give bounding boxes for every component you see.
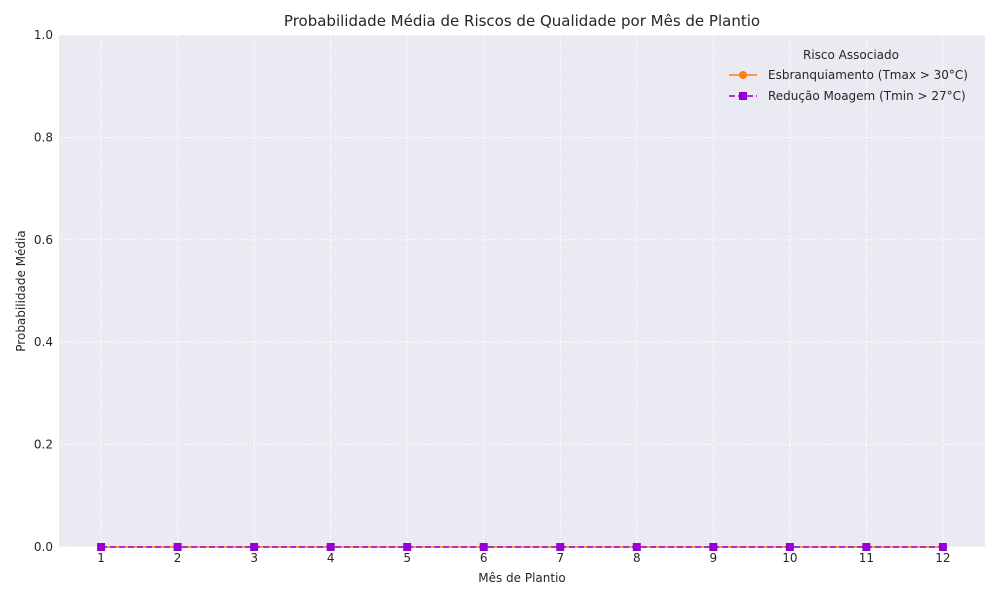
data-point xyxy=(403,543,412,551)
y-axis-label: Probabilidade Média xyxy=(14,230,28,351)
y-tick-label: 0.4 xyxy=(34,335,53,349)
y-tick-label: 0.6 xyxy=(34,233,53,247)
y-tick-label: 1.0 xyxy=(34,28,53,42)
legend-title: Risco Associado xyxy=(803,48,899,62)
data-point xyxy=(97,543,106,551)
data-point xyxy=(250,543,259,551)
legend-marker xyxy=(739,92,747,100)
x-tick-label: 7 xyxy=(556,551,564,565)
legend-label: Redução Moagem (Tmin > 27°C) xyxy=(768,89,966,103)
plot-area xyxy=(59,35,985,547)
x-tick-label: 9 xyxy=(710,551,718,565)
y-tick-label: 0.0 xyxy=(34,540,53,554)
data-point xyxy=(326,543,335,551)
data-point xyxy=(479,543,488,551)
x-axis-ticks: 1 2 3 4 5 6 7 8 9 10 11 12 xyxy=(97,551,950,565)
legend-entry: Redução Moagem (Tmin > 27°C) xyxy=(729,89,966,103)
x-tick-label: 1 xyxy=(97,551,105,565)
y-tick-label: 0.2 xyxy=(34,438,53,452)
x-tick-label: 10 xyxy=(782,551,797,565)
data-point xyxy=(862,543,871,551)
y-axis-ticks: 0.0 0.2 0.4 0.6 0.8 1.0 xyxy=(34,28,53,554)
x-tick-label: 6 xyxy=(480,551,488,565)
x-tick-label: 5 xyxy=(403,551,411,565)
x-tick-label: 4 xyxy=(327,551,335,565)
chart-title: Probabilidade Média de Riscos de Qualida… xyxy=(284,12,760,30)
data-point xyxy=(173,543,182,551)
legend-marker xyxy=(739,71,747,79)
series-layer xyxy=(97,543,947,551)
legend-label: Esbranquiamento (Tmax > 30°C) xyxy=(768,68,968,82)
x-tick-label: 2 xyxy=(174,551,182,565)
y-tick-label: 0.8 xyxy=(34,130,53,144)
data-point xyxy=(632,543,641,551)
legend-entry: Esbranquiamento (Tmax > 30°C) xyxy=(729,68,968,82)
legend: Risco Associado Esbranquiamento (Tmax > … xyxy=(729,48,968,103)
data-point xyxy=(556,543,565,551)
data-point xyxy=(709,543,718,551)
series-2 xyxy=(97,543,947,551)
x-tick-label: 11 xyxy=(859,551,874,565)
x-axis-label: Mês de Plantio xyxy=(478,571,566,585)
x-tick-label: 8 xyxy=(633,551,641,565)
x-tick-label: 12 xyxy=(935,551,950,565)
data-point xyxy=(785,543,794,551)
x-tick-label: 3 xyxy=(250,551,258,565)
data-point xyxy=(938,543,947,551)
